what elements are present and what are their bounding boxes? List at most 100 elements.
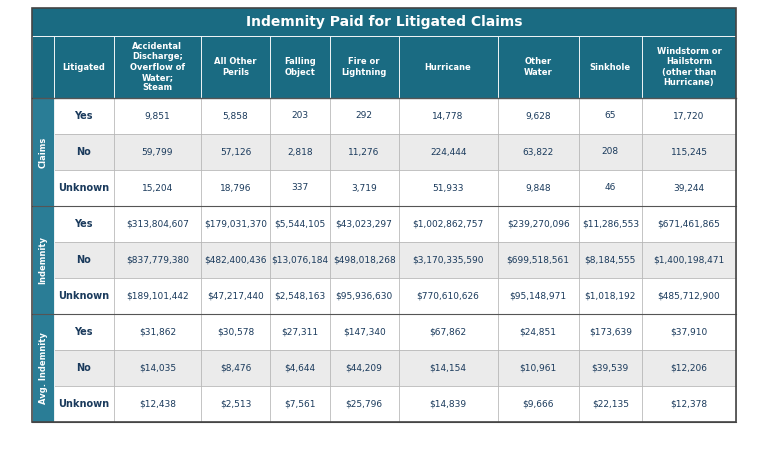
Bar: [201, 36, 270, 98]
Bar: [329, 98, 399, 134]
Text: 15,204: 15,204: [142, 183, 173, 192]
Bar: [579, 242, 642, 278]
Bar: [270, 206, 329, 242]
Text: 9,628: 9,628: [525, 112, 551, 121]
Bar: [642, 350, 736, 386]
Text: Windstorm or
Hailstorm
(other than
Hurricane): Windstorm or Hailstorm (other than Hurri…: [657, 48, 721, 86]
Text: 337: 337: [291, 183, 309, 192]
Bar: [498, 36, 579, 98]
Text: $12,206: $12,206: [670, 363, 707, 372]
Bar: [579, 206, 642, 242]
Text: $699,518,561: $699,518,561: [507, 256, 570, 265]
Text: $1,002,862,757: $1,002,862,757: [412, 219, 484, 228]
Text: Yes: Yes: [74, 111, 93, 121]
Text: 11,276: 11,276: [349, 148, 380, 156]
Bar: [579, 386, 642, 422]
Text: 292: 292: [356, 112, 372, 121]
Bar: [329, 206, 399, 242]
Bar: [498, 206, 579, 242]
Text: 3,719: 3,719: [351, 183, 377, 192]
Text: 18,796: 18,796: [220, 183, 251, 192]
Bar: [114, 350, 201, 386]
Text: 39,244: 39,244: [674, 183, 704, 192]
Text: 65: 65: [604, 112, 616, 121]
Bar: [54, 386, 114, 422]
Bar: [498, 98, 579, 134]
Text: Unknown: Unknown: [58, 183, 109, 193]
Text: Sinkhole: Sinkhole: [590, 63, 631, 72]
Text: 224,444: 224,444: [430, 148, 466, 156]
Bar: [329, 36, 399, 98]
Text: $8,184,555: $8,184,555: [584, 256, 636, 265]
Text: $482,400,436: $482,400,436: [204, 256, 266, 265]
Text: $1,400,198,471: $1,400,198,471: [654, 256, 724, 265]
Bar: [579, 170, 642, 206]
Bar: [642, 170, 736, 206]
Bar: [114, 314, 201, 350]
Bar: [32, 98, 54, 206]
Text: $173,639: $173,639: [589, 327, 632, 336]
Bar: [399, 350, 498, 386]
Bar: [54, 206, 114, 242]
Bar: [399, 170, 498, 206]
Bar: [399, 206, 498, 242]
Bar: [329, 350, 399, 386]
Bar: [399, 314, 498, 350]
Bar: [642, 278, 736, 314]
Text: 63,822: 63,822: [522, 148, 554, 156]
Bar: [579, 278, 642, 314]
Bar: [642, 98, 736, 134]
Text: Yes: Yes: [74, 327, 93, 337]
Text: $5,544,105: $5,544,105: [274, 219, 326, 228]
Text: $8,476: $8,476: [220, 363, 251, 372]
Bar: [54, 98, 114, 134]
Bar: [54, 36, 114, 98]
Bar: [201, 98, 270, 134]
Text: $12,438: $12,438: [139, 399, 176, 408]
Text: 17,720: 17,720: [674, 112, 705, 121]
Bar: [201, 242, 270, 278]
Bar: [498, 278, 579, 314]
Text: Claims: Claims: [38, 136, 48, 168]
Bar: [642, 386, 736, 422]
Text: $2,548,163: $2,548,163: [274, 292, 326, 301]
Text: $67,862: $67,862: [429, 327, 467, 336]
Bar: [498, 170, 579, 206]
Bar: [498, 242, 579, 278]
Text: $313,804,607: $313,804,607: [126, 219, 189, 228]
Bar: [114, 242, 201, 278]
Text: $147,340: $147,340: [343, 327, 386, 336]
Bar: [399, 98, 498, 134]
Bar: [201, 314, 270, 350]
Bar: [579, 98, 642, 134]
Text: Other
Water: Other Water: [524, 57, 553, 76]
Bar: [201, 206, 270, 242]
Text: $12,378: $12,378: [670, 399, 707, 408]
Text: Hurricane: Hurricane: [425, 63, 472, 72]
Text: 9,848: 9,848: [525, 183, 551, 192]
Bar: [114, 36, 201, 98]
Bar: [32, 8, 736, 422]
Bar: [579, 134, 642, 170]
Bar: [270, 242, 329, 278]
Bar: [32, 8, 736, 36]
Bar: [54, 134, 114, 170]
Text: No: No: [77, 363, 91, 373]
Text: $189,101,442: $189,101,442: [126, 292, 189, 301]
Bar: [399, 36, 498, 98]
Bar: [114, 98, 201, 134]
Text: 14,778: 14,778: [432, 112, 464, 121]
Text: Unknown: Unknown: [58, 399, 109, 409]
Text: $22,135: $22,135: [592, 399, 629, 408]
Bar: [579, 350, 642, 386]
Bar: [399, 386, 498, 422]
Text: $24,851: $24,851: [520, 327, 557, 336]
Text: 115,245: 115,245: [670, 148, 707, 156]
Text: $10,961: $10,961: [520, 363, 557, 372]
Bar: [114, 386, 201, 422]
Text: $13,076,184: $13,076,184: [271, 256, 329, 265]
Text: $43,023,297: $43,023,297: [336, 219, 392, 228]
Bar: [201, 170, 270, 206]
Text: 57,126: 57,126: [220, 148, 251, 156]
Text: $14,035: $14,035: [139, 363, 176, 372]
